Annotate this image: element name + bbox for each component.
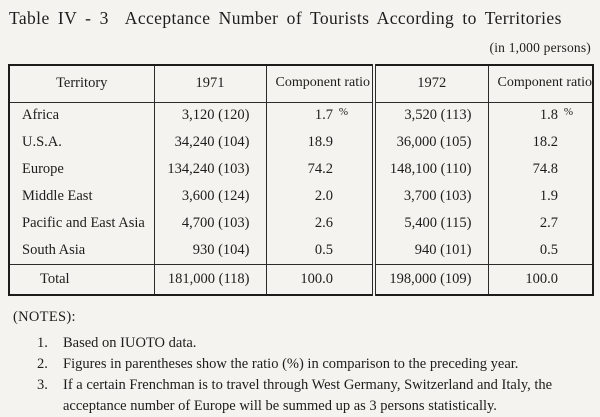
cell-territory: Europe [22,161,64,177]
cell-1971-value: 134,240 (103) [153,156,266,183]
cell-ratio-1972-total: 100.0 [487,263,593,295]
cell-ratio-1972: 1.9 [487,183,593,210]
col-header-1972: 1972 [372,65,488,103]
note-number: 3. [37,377,48,393]
note-item-2: 2. Figures in parentheses show the ratio… [37,354,577,375]
table-header-row: Territory 1971 Component ratio 1972 Comp… [9,65,593,103]
ratio-value: 0.5 [314,241,333,258]
notes-list: 1. Based on IUOTO data. 2. Figures in pa… [37,333,577,417]
table-row-usa: U.S.A. 34,240 (104) 18.9 36,000 (105) 18… [9,129,593,156]
cell-1972-value: 3,700 (103) [372,183,488,210]
col-header-component-ratio-1971: Component ratio [265,65,374,103]
cell-1972-total: 198,000 (109) [372,263,488,295]
cell-ratio-1971: 2.0 [265,183,374,210]
percent-sign: % [338,105,348,118]
note-item-3: 3. If a certain Frenchman is to travel t… [37,375,577,417]
cell-ratio-1971: 1.7% [265,102,374,129]
table-row-pacific-east-asia: Pacific and East Asia 4,700 (103) 2.6 5,… [9,210,593,237]
cell-1971-value: 34,240 (104) [153,129,266,156]
cell-1972-value: 940 (101) [372,237,488,264]
table-row-africa: Africa 3,120 (120) 1.7% 3,520 (113) 1.8% [9,102,593,129]
cell-territory: U.S.A. [22,134,62,150]
col-header-1971: 1971 [153,65,266,103]
cell-1972-value: 3,520 (113) [372,102,488,129]
unit-note: (in 1,000 persons) [489,40,591,55]
ratio-value: 1.8 [539,107,558,124]
col-header-territory: Territory [9,65,154,103]
table-row-europe: Europe 134,240 (103) 74.2 148,100 (110) … [9,156,593,183]
ratio-value: 18.2 [532,134,558,150]
table-number: Table IV - 3 [9,8,109,28]
ratio-value: 74.8 [532,161,558,177]
tourists-table: Territory 1971 Component ratio 1972 Comp… [8,64,594,296]
ratio-value: 1.9 [539,188,558,204]
cell-territory-total: Total [9,263,154,295]
ratio-value: 100.0 [300,270,333,287]
cell-territory: Middle East [22,188,93,204]
cell-1971-total: 181,000 (118) [153,263,266,295]
scanned-document-page: { "title": { "prefix": "Table IV - 3", "… [8,8,594,414]
cell-ratio-1971: 2.6 [265,210,374,237]
cell-ratio-1972: 18.2 [487,129,593,156]
cell-1971-value: 3,600 (124) [153,183,266,210]
cell-ratio-1972: 0.5 [487,237,593,264]
col-header-component-ratio-1972: Component ratio [487,65,593,103]
table-row-total: Total 181,000 (118) 100.0 198,000 (109) … [9,263,593,295]
cell-1971-value: 3,120 (120) [153,102,266,129]
table-title-text: Acceptance Number of Tourists According … [124,8,562,28]
cell-territory: Africa [22,107,60,124]
ratio-value: 0.5 [539,241,558,258]
note-text: Figures in parentheses show the ratio (%… [63,356,519,372]
cell-ratio-1971: 0.5 [265,237,374,264]
table-title: Table IV - 3 Acceptance Number of Tourist… [9,8,562,29]
cell-territory: South Asia [22,241,86,258]
ratio-value: 18.9 [307,134,333,150]
cell-ratio-1972: 2.7 [487,210,593,237]
ratio-value: 1.7 [314,107,333,124]
cell-ratio-1972: 1.8% [487,102,593,129]
notes-heading: (NOTES): [13,309,76,325]
cell-1972-value: 36,000 (105) [372,129,488,156]
cell-1972-value: 148,100 (110) [372,156,488,183]
table-row-middle-east: Middle East 3,600 (124) 2.0 3,700 (103) … [9,183,593,210]
note-number: 2. [37,356,48,372]
note-item-1: 1. Based on IUOTO data. [37,333,577,354]
ratio-value: 100.0 [525,270,558,287]
note-text: Based on IUOTO data. [63,335,197,351]
cell-1971-value: 4,700 (103) [153,210,266,237]
cell-ratio-1971-total: 100.0 [265,263,374,295]
note-text: If a certain Frenchman is to travel thro… [63,377,553,414]
cell-ratio-1972: 74.8 [487,156,593,183]
percent-sign: % [563,105,573,118]
cell-1971-value: 930 (104) [153,237,266,264]
ratio-value: 74.2 [307,161,333,177]
cell-territory: Pacific and East Asia [22,215,145,231]
ratio-value: 2.0 [314,188,333,204]
cell-1972-value: 5,400 (115) [372,210,488,237]
cell-ratio-1971: 74.2 [265,156,374,183]
cell-ratio-1971: 18.9 [265,129,374,156]
ratio-value: 2.7 [539,215,558,231]
note-number: 1. [37,335,48,351]
table-row-south-asia: South Asia 930 (104) 0.5 940 (101) 0.5 [9,237,593,264]
ratio-value: 2.6 [314,215,333,231]
